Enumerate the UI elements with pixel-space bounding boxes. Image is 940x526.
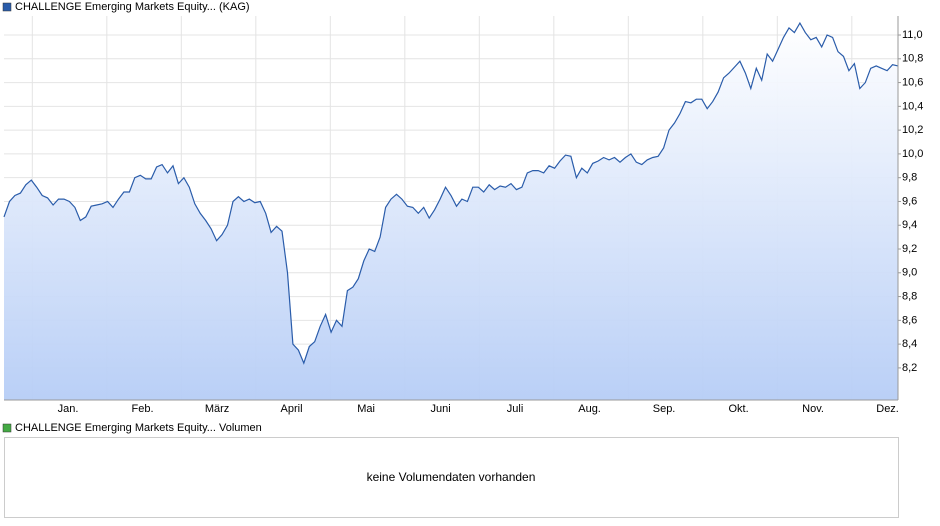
y-tick-label: 9,8 [902, 172, 917, 184]
y-tick-label: 10,2 [902, 124, 923, 136]
x-tick-label: April [281, 403, 303, 415]
area [4, 23, 898, 400]
y-tick-label: 11,0 [902, 29, 923, 41]
x-tick-label: Mai [357, 403, 375, 415]
volume-message: keine Volumendaten vorhanden [367, 470, 536, 484]
y-tick-label: 8,4 [902, 338, 917, 350]
legend-label: CHALLENGE Emerging Markets Equity... (KA… [15, 1, 250, 13]
y-tick-label: 8,6 [902, 314, 917, 326]
x-tick-label: Jan. [58, 403, 79, 415]
x-tick-label: Aug. [578, 403, 601, 415]
y-tick-label: 10,4 [902, 100, 923, 112]
y-tick-label: 10,8 [902, 53, 923, 65]
x-tick-label: Sep. [653, 403, 676, 415]
x-tick-label: Okt. [728, 403, 748, 415]
y-tick-label: 9,6 [902, 195, 917, 207]
legend-swatch [2, 2, 12, 12]
x-tick-label: Feb. [132, 403, 154, 415]
y-tick-label: 10,6 [902, 76, 923, 88]
x-tick-label: Dez. [876, 403, 899, 415]
line [3, 21, 899, 365]
x-tick-label: Nov. [802, 403, 824, 415]
y-tick-label: 9,2 [902, 243, 917, 255]
legend-swatch [2, 423, 12, 433]
y-tick-label: 9,4 [902, 219, 917, 231]
y-tick-label: 8,2 [902, 362, 917, 374]
y-tick-label: 8,8 [902, 290, 917, 302]
y-tick-label: 9,0 [902, 267, 917, 279]
y-tick-label: 10,0 [902, 148, 923, 160]
x-tick-label: März [205, 403, 229, 415]
volume-panel [4, 437, 899, 518]
x-tick-label: Juni [430, 403, 450, 415]
volume-title: CHALLENGE Emerging Markets Equity... Vol… [15, 422, 262, 434]
x-tick-label: Juli [507, 403, 524, 415]
